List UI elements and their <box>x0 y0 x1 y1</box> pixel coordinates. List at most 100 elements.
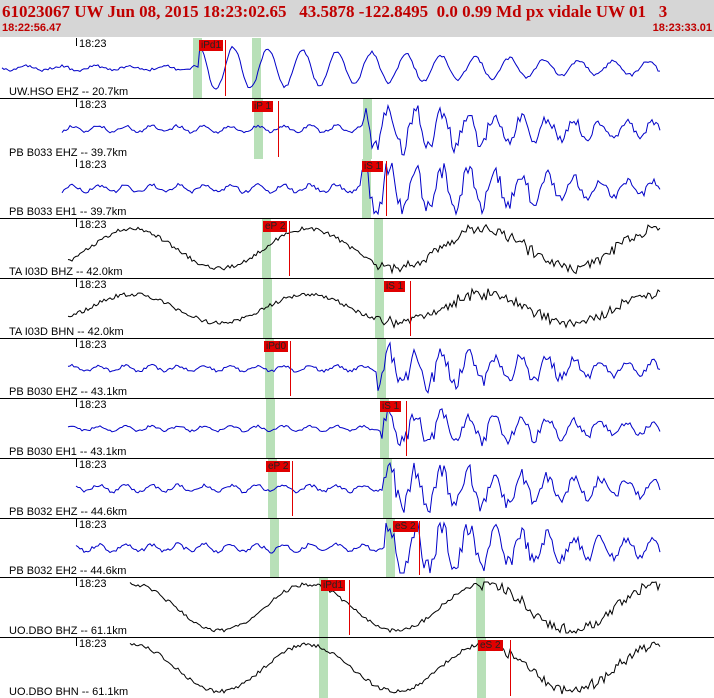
phase-pick-line <box>225 40 226 96</box>
pick-window <box>254 99 263 159</box>
waveform-line <box>61 103 661 156</box>
time-tick-mark <box>76 219 77 227</box>
time-tick-label: 18:23 <box>79 638 107 650</box>
pick-window <box>362 159 371 218</box>
station-label: PB B030 EH1 -- 43.1km <box>9 446 128 458</box>
time-tick-mark <box>76 578 77 586</box>
phase-pick-label[interactable]: eS 2 <box>478 640 503 651</box>
phase-pick-label[interactable]: iS 1 <box>380 401 402 412</box>
waveform-line <box>1 43 661 90</box>
phase-pick-line <box>292 461 293 516</box>
waveform <box>61 103 661 156</box>
trace-row[interactable]: 18:23 eS 2 UO.DBO BHN -- 61.1km <box>0 638 714 698</box>
pick-window <box>477 638 486 698</box>
waveform-line <box>75 521 661 574</box>
pick-window <box>319 638 328 698</box>
waveform <box>75 462 661 513</box>
phase-pick-line <box>510 640 511 696</box>
pick-window <box>476 578 485 637</box>
time-tick-mark <box>76 638 77 646</box>
time-tick-mark <box>76 459 77 467</box>
time-tick-label: 18:23 <box>79 519 107 531</box>
pick-window <box>374 219 383 278</box>
phase-pick-label[interactable]: iP 1 <box>252 101 274 112</box>
pick-window <box>377 339 386 398</box>
station-label: UO.DBO BHZ -- 61.1km <box>9 625 128 637</box>
window-end-time: 18:23:33.01 <box>652 22 712 34</box>
time-tick-mark <box>76 38 77 46</box>
time-tick-mark <box>76 279 77 287</box>
waveform <box>67 406 661 447</box>
time-tick-label: 18:23 <box>79 339 107 351</box>
trace-row[interactable]: 18:23 eP 2 TA I03D BHZ -- 42.0km <box>0 219 714 279</box>
station-label: UW.HSO EHZ -- 20.7km <box>9 86 130 98</box>
pick-window <box>380 399 389 458</box>
phase-pick-label[interactable]: iPd1 <box>321 580 346 591</box>
waveform <box>75 521 661 574</box>
phase-pick-label[interactable]: iPd1 <box>199 40 224 51</box>
pick-window <box>363 99 372 159</box>
phase-pick-label[interactable]: eS 2 <box>393 521 418 532</box>
trace-row[interactable]: 18:23 iS 1 PB B030 EH1 -- 43.1km <box>0 399 714 459</box>
station-label: PB B030 EHZ -- 43.1km <box>9 386 128 398</box>
time-tick-label: 18:23 <box>79 99 107 111</box>
phase-pick-label[interactable]: iS 1 <box>384 281 406 292</box>
event-header: 61023067 UW Jun 08, 2015 18:23:02.65 43.… <box>0 0 714 37</box>
phase-pick-label[interactable]: eP 2 <box>263 221 288 232</box>
waveform-line <box>129 641 661 695</box>
phase-pick-line <box>386 161 387 216</box>
station-label: TA I03D BHZ -- 42.0km <box>9 266 124 278</box>
phase-pick-label[interactable]: eP 2 <box>266 461 291 472</box>
pick-window <box>270 519 279 577</box>
pick-window <box>319 578 328 637</box>
waveform-line <box>61 162 661 216</box>
waveform-line <box>75 462 661 513</box>
station-label: PB B032 EH2 -- 44.6km <box>9 565 128 577</box>
time-tick-mark <box>76 519 77 527</box>
pick-window <box>268 459 277 518</box>
pick-window <box>383 459 392 518</box>
waveform-line <box>67 406 661 447</box>
pick-window <box>252 38 261 98</box>
pick-window <box>386 519 395 577</box>
station-label: PB B033 EH1 -- 39.7km <box>9 206 128 218</box>
phase-pick-label[interactable]: iS 1 <box>362 161 384 172</box>
phase-pick-line <box>278 101 279 157</box>
station-label: PB B033 EHZ -- 39.7km <box>9 147 128 159</box>
phase-pick-line <box>410 281 411 336</box>
pick-window <box>266 399 275 458</box>
pick-window <box>263 279 272 338</box>
waveform <box>61 162 661 216</box>
trace-row[interactable]: 18:23 iPd1 UO.DBO BHZ -- 61.1km <box>0 578 714 638</box>
phase-pick-label[interactable]: iPd0 <box>264 341 289 352</box>
trace-row[interactable]: 18:23 iS 1 PB B033 EH1 -- 39.7km <box>0 159 714 219</box>
trace-row[interactable]: 18:23 eS 2 PB B032 EH2 -- 44.6km <box>0 519 714 578</box>
phase-pick-line <box>289 221 290 276</box>
pick-window <box>193 38 202 98</box>
waveform <box>1 43 661 90</box>
event-title: 61023067 UW Jun 08, 2015 18:23:02.65 43.… <box>2 2 668 21</box>
trace-row[interactable]: 18:23 iPd0 PB B030 EHZ -- 43.1km <box>0 339 714 399</box>
pick-window <box>375 279 384 338</box>
window-start-time: 18:22:56.47 <box>2 22 62 34</box>
trace-row[interactable]: 18:23 eP 2 PB B032 EHZ -- 44.6km <box>0 459 714 519</box>
phase-pick-line <box>406 401 407 456</box>
trace-row[interactable]: 18:23 iPd1 UW.HSO EHZ -- 20.7km <box>0 38 714 99</box>
waveform <box>67 341 661 394</box>
phase-pick-line <box>290 341 291 396</box>
waveform-line <box>67 223 661 275</box>
time-tick-label: 18:23 <box>79 399 107 411</box>
station-label: PB B032 EHZ -- 44.6km <box>9 506 128 518</box>
waveform-line <box>129 581 661 634</box>
waveform <box>67 223 661 275</box>
time-tick-mark <box>76 339 77 347</box>
phase-pick-line <box>349 580 350 635</box>
time-tick-label: 18:23 <box>79 459 107 471</box>
trace-row[interactable]: 18:23 iS 1 TA I03D BHN -- 42.0km <box>0 279 714 339</box>
time-tick-label: 18:23 <box>79 159 107 171</box>
trace-row[interactable]: 18:23 iP 1 PB B033 EHZ -- 39.7km <box>0 99 714 160</box>
time-tick-mark <box>76 399 77 407</box>
waveform-line <box>67 287 661 329</box>
time-tick-mark <box>76 159 77 167</box>
